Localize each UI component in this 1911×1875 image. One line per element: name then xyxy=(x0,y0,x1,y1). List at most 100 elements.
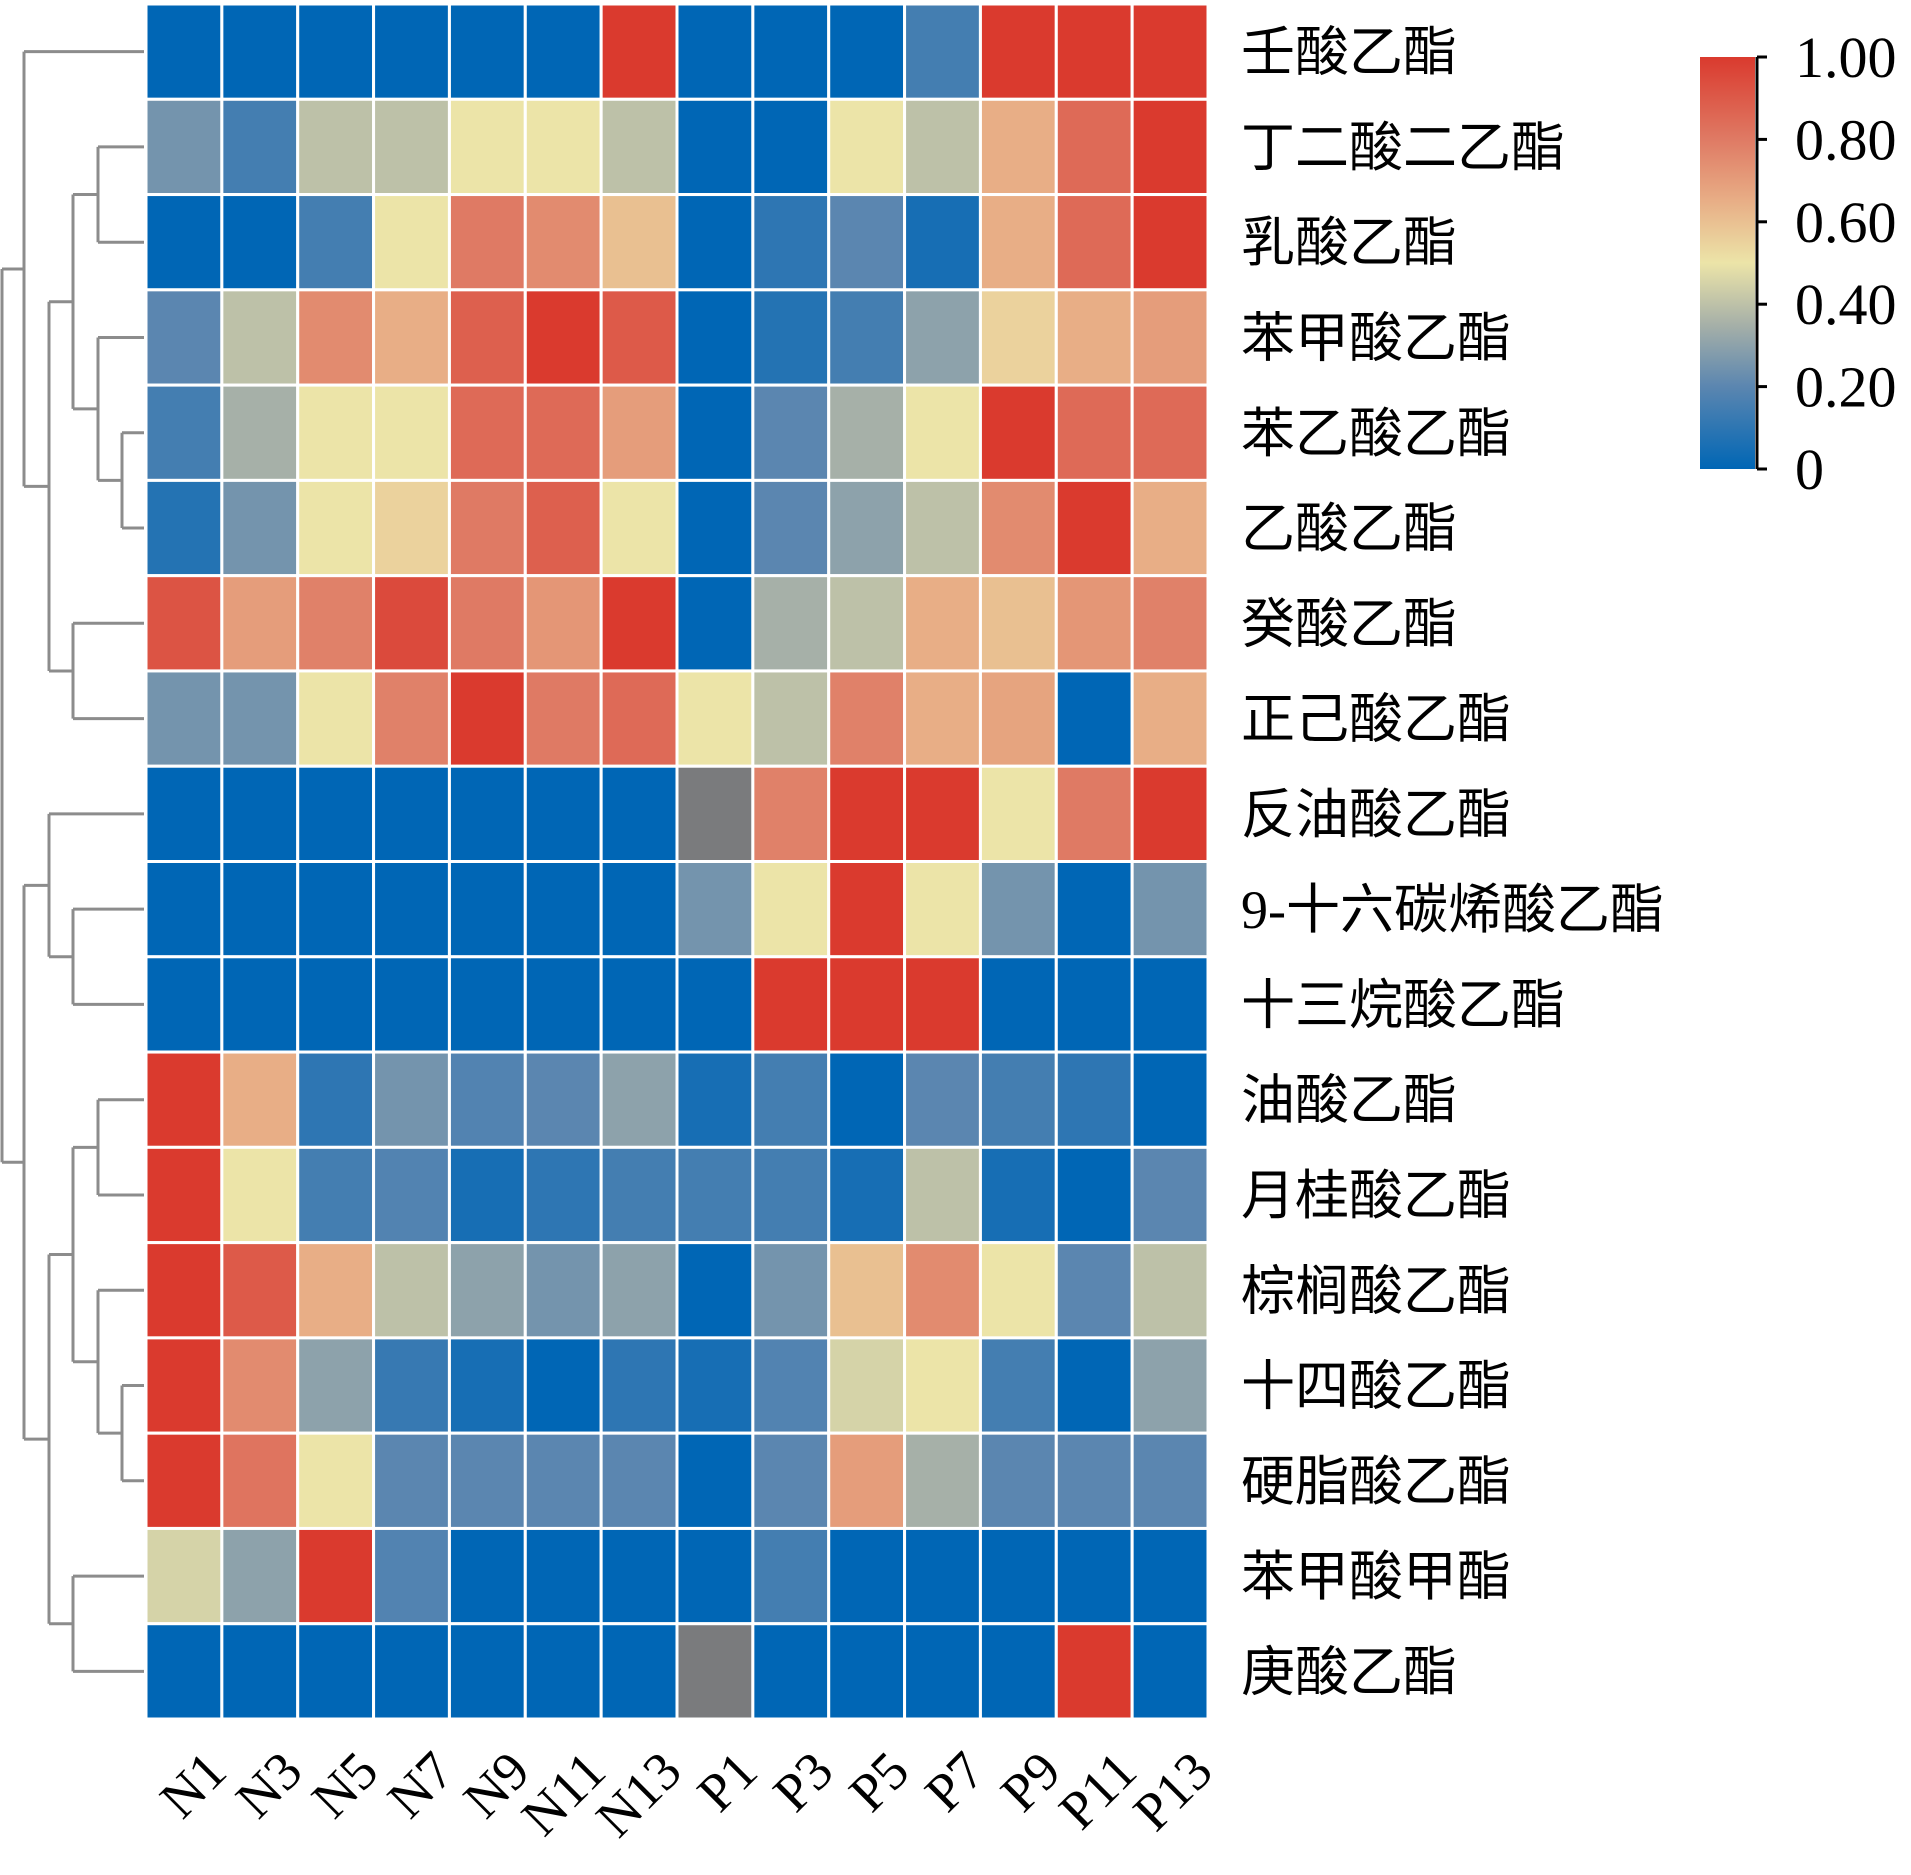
heatmap-cell xyxy=(751,288,831,387)
heatmap-cell xyxy=(599,478,679,578)
heatmap-cell xyxy=(827,193,907,292)
heatmap-cell xyxy=(903,1526,982,1626)
heatmap-cell xyxy=(372,97,451,197)
heatmap-cell xyxy=(1130,97,1210,197)
heatmap-cell xyxy=(1054,764,1134,864)
row-dendrogram xyxy=(0,50,144,1673)
heatmap-cell xyxy=(220,955,300,1054)
heatmap-cell xyxy=(751,1336,831,1435)
heatmap-cell xyxy=(144,1622,224,1721)
row-label: 壬酸乙酯 xyxy=(1241,23,1457,83)
heatmap-cell xyxy=(751,1145,831,1245)
heatmap-cell xyxy=(144,955,224,1054)
heatmap-cell xyxy=(523,955,603,1054)
heatmap-cell xyxy=(1054,193,1134,292)
row-label: 十四酸乙酯 xyxy=(1241,1357,1511,1417)
heatmap-cell xyxy=(1130,1431,1210,1530)
heatmap-cell xyxy=(827,1526,907,1626)
heatmap-cell xyxy=(903,669,982,768)
heatmap-cell xyxy=(903,764,982,864)
heatmap-cell xyxy=(751,383,831,482)
heatmap-cell xyxy=(1054,574,1134,673)
heatmap-cell xyxy=(903,1050,982,1149)
heatmap-cell xyxy=(978,193,1058,292)
heatmap-cell xyxy=(751,1431,831,1530)
heatmap-cell xyxy=(599,764,679,864)
heatmap-cell xyxy=(827,383,907,482)
row-label: 油酸乙酯 xyxy=(1241,1071,1457,1131)
heatmap-cell xyxy=(827,1145,907,1245)
heatmap-cell xyxy=(523,288,603,387)
heatmap-cell xyxy=(978,2,1058,101)
row-label: 丁二酸二乙酯 xyxy=(1241,118,1565,178)
row-label: 癸酸乙酯 xyxy=(1241,594,1457,654)
heatmap-cell xyxy=(144,1526,224,1626)
heatmap-cell xyxy=(220,574,300,673)
heatmap-cell xyxy=(978,764,1058,864)
heatmap-cell xyxy=(523,97,603,197)
heatmap-cell xyxy=(372,764,451,864)
heatmap-cell xyxy=(599,288,679,387)
heatmap-cell xyxy=(523,383,603,482)
heatmap-cell xyxy=(372,288,451,387)
heatmap-cell xyxy=(675,1145,755,1245)
heatmap-cell xyxy=(827,1622,907,1721)
heatmap-cell xyxy=(372,1622,451,1721)
row-label: 月桂酸乙酯 xyxy=(1241,1166,1511,1226)
heatmap-cell xyxy=(296,97,376,197)
heatmap-cell xyxy=(296,860,376,959)
heatmap-cell xyxy=(599,1526,679,1626)
row-labels: 壬酸乙酯丁二酸二乙酯乳酸乙酯苯甲酸乙酯苯乙酸乙酯乙酸乙酯癸酸乙酯正己酸乙酯反油酸… xyxy=(1241,23,1664,1703)
heatmap-cell xyxy=(1054,288,1134,387)
column-label: N7 xyxy=(376,1740,465,1829)
heatmap-cell xyxy=(1130,764,1210,864)
heatmap-cell xyxy=(675,1526,755,1626)
heatmap-cell xyxy=(220,2,300,101)
heatmap-cell xyxy=(523,574,603,673)
heatmap-cell xyxy=(220,1145,300,1245)
heatmap-cell xyxy=(827,288,907,387)
heatmap-cell xyxy=(144,2,224,101)
heatmap-cell xyxy=(447,1526,527,1626)
heatmap-cell xyxy=(1130,1526,1210,1626)
heatmap-cell xyxy=(144,860,224,959)
column-label: N3 xyxy=(224,1740,313,1829)
heatmap-cell xyxy=(1054,1241,1134,1340)
heatmap-cell xyxy=(1054,383,1134,482)
heatmap-cell xyxy=(599,193,679,292)
heatmap-cell xyxy=(751,669,831,768)
heatmap-cell xyxy=(675,478,755,578)
heatmap-cell xyxy=(978,860,1058,959)
heatmap-cell xyxy=(1054,1622,1134,1721)
column-label: P3 xyxy=(762,1740,845,1823)
row-label: 硬脂酸乙酯 xyxy=(1241,1452,1511,1512)
heatmap-cell xyxy=(1054,955,1134,1054)
row-label: 9-十六碳烯酸乙酯 xyxy=(1241,880,1664,940)
heatmap-cell xyxy=(751,97,831,197)
heatmap-cell xyxy=(144,478,224,578)
heatmap-cell xyxy=(372,1241,451,1340)
heatmap-cell xyxy=(296,574,376,673)
heatmap-cell xyxy=(144,1241,224,1340)
heatmap-cell xyxy=(675,288,755,387)
heatmap-cell xyxy=(1130,383,1210,482)
colorbar-tick-label: 0.60 xyxy=(1795,190,1897,255)
heatmap-cell xyxy=(372,955,451,1054)
heatmap-cell xyxy=(296,669,376,768)
heatmap-cell xyxy=(372,1336,451,1435)
heatmap-cell xyxy=(1130,1145,1210,1245)
heatmap-cell xyxy=(1130,193,1210,292)
heatmap-cell xyxy=(523,1431,603,1530)
heatmap-cell xyxy=(1130,288,1210,387)
heatmap-cell xyxy=(447,574,527,673)
heatmap-cell xyxy=(675,1241,755,1340)
colorbar-tick-label: 0 xyxy=(1795,437,1824,502)
heatmap-cell xyxy=(1054,1431,1134,1530)
heatmap-cell xyxy=(978,97,1058,197)
heatmap-cell xyxy=(372,383,451,482)
heatmap-cell xyxy=(599,669,679,768)
heatmap-cell xyxy=(523,764,603,864)
colorbar-tick-label: 0.40 xyxy=(1795,272,1897,337)
